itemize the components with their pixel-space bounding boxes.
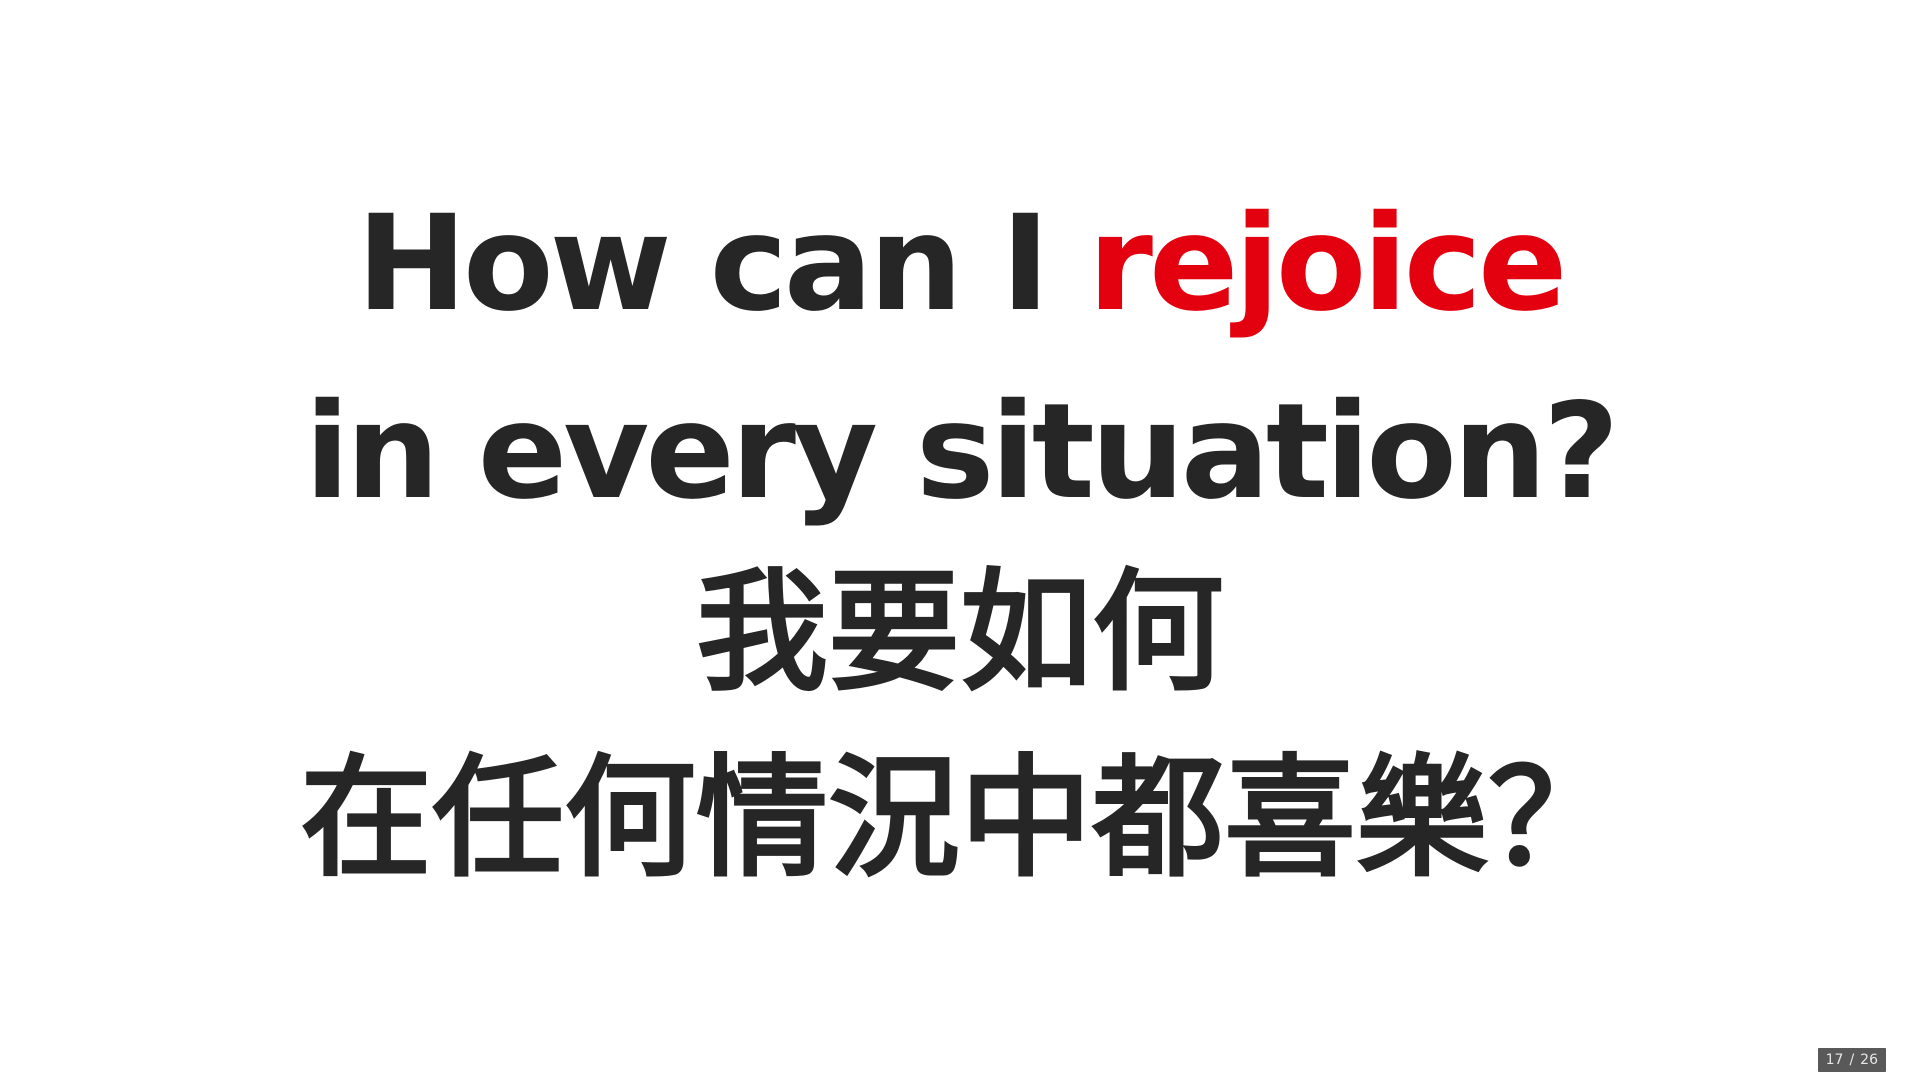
title-line-2: in every situation? [304,375,1620,529]
slide-content: How can I rejoice in every situation? 我要… [0,170,1920,912]
title-line-1-text: How can I [356,187,1088,341]
slide-current-number: 17 [1825,1052,1844,1068]
slide-counter: 17 / 26 [1817,1048,1886,1072]
slide-total-number: 26 [1860,1052,1878,1068]
highlight-word: rejoice [1087,187,1568,341]
title-line-1: How can I rejoice [0,170,1920,358]
chinese-line-2: 在任何情況中都喜樂？ [300,741,1620,896]
chinese-line-1: 我要如何 [696,555,1224,710]
slide-counter-separator: / [1849,1052,1855,1068]
